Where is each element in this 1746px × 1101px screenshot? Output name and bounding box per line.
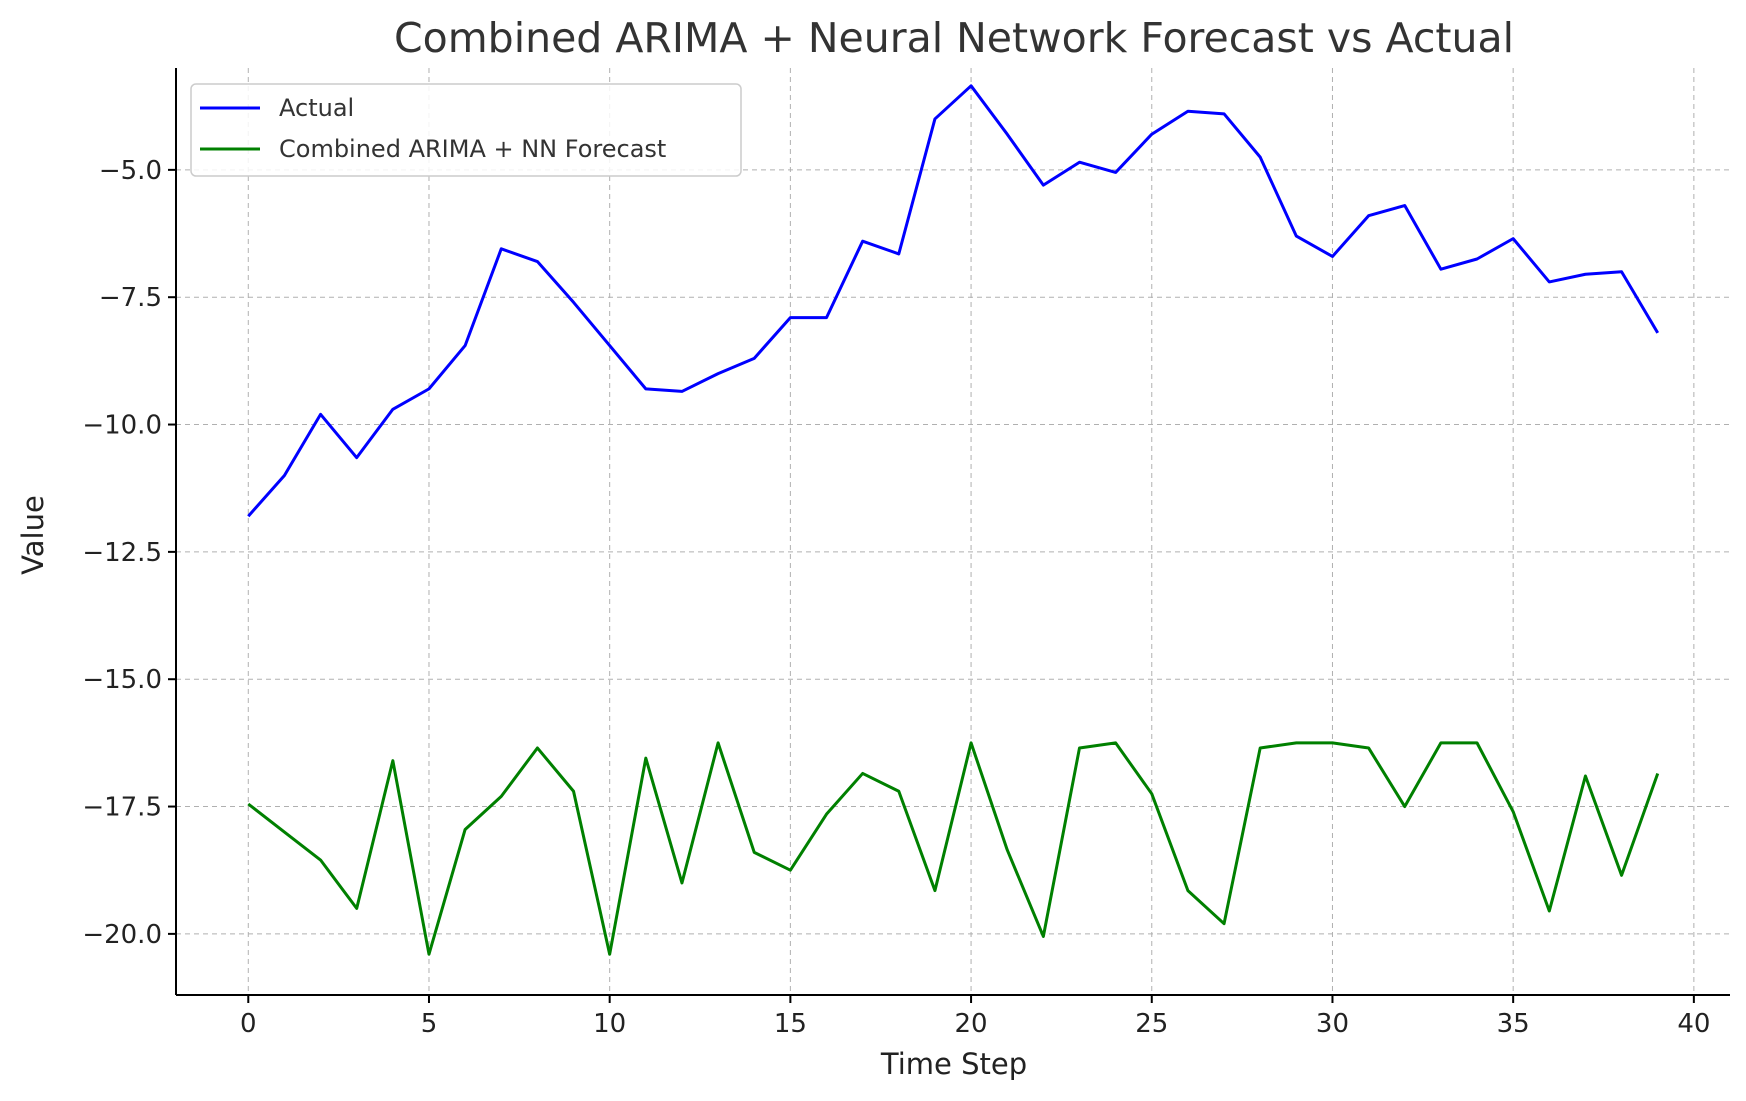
legend-box [190,83,742,177]
y-tick-label: −10.0 [82,411,162,441]
tick-layer: 0 5 10 15 20 25 30 35 40 −20.0 −17.5 −15.0 −12.5 −10.… [82,156,1710,1039]
x-tick-label: 5 [421,1009,438,1039]
y-tick-label: −15.0 [82,665,162,695]
x-tick-label: 30 [1316,1009,1349,1039]
y-tick-label: −20.0 [82,920,162,950]
chart-title: Combined ARIMA + Neural Network Forecast… [394,14,1514,62]
series-line-actual [247,84,1660,518]
x-tick-label: 10 [593,1009,626,1039]
x-tick-label: 25 [1135,1009,1168,1039]
y-axis-label: Value [16,495,50,575]
x-tick-label: 15 [774,1009,807,1039]
series-line-forecast [247,741,1660,956]
grid-layer [176,68,1730,995]
y-tick-label: −5.0 [99,156,162,186]
x-tick-label: 35 [1497,1009,1530,1039]
legend-label: Combined ARIMA + NN Forecast [279,135,666,163]
y-tick-label: −17.5 [82,793,162,823]
series-layer [247,84,1660,956]
x-tick-label: 0 [240,1009,257,1039]
x-tick-label: 20 [955,1009,988,1039]
y-tick-label: −7.5 [99,283,162,313]
x-axis-label: Time Step [880,1047,1027,1081]
legend: Actual Combined ARIMA + NN Forecast [190,83,742,177]
y-tick-label: −12.5 [82,538,162,568]
spine-layer [175,68,1730,996]
legend-label: Actual [279,94,354,122]
x-tick-label: 40 [1677,1009,1710,1039]
